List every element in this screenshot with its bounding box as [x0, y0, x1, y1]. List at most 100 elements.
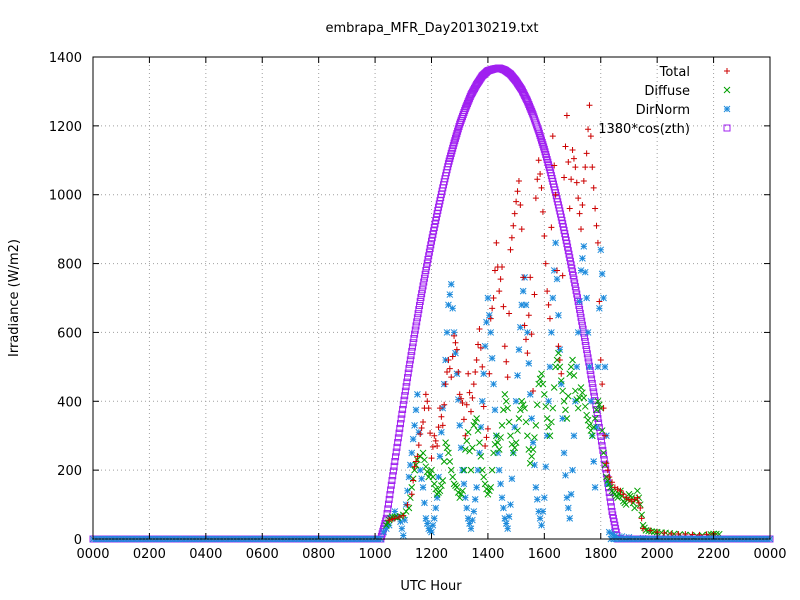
data-point	[578, 317, 586, 325]
data-point	[604, 467, 611, 474]
data-point	[531, 434, 538, 441]
data-point	[480, 370, 488, 378]
x-tick-label: 1000	[359, 547, 392, 562]
data-point	[467, 408, 474, 415]
data-point	[471, 496, 479, 503]
data-point	[488, 354, 496, 362]
data-point	[531, 461, 538, 469]
data-point	[508, 234, 515, 241]
data-point	[658, 529, 665, 536]
series-total	[386, 102, 717, 538]
data-point	[474, 466, 482, 474]
data-point	[524, 350, 531, 357]
data-point	[598, 442, 606, 450]
data-point	[539, 141, 547, 149]
data-point	[581, 403, 589, 410]
data-point	[401, 387, 409, 395]
data-point	[599, 381, 606, 388]
data-point	[504, 525, 512, 533]
data-point	[579, 325, 587, 333]
data-point	[453, 370, 461, 378]
data-point	[591, 484, 599, 491]
data-point	[559, 272, 566, 279]
data-point	[418, 286, 426, 294]
data-point	[580, 177, 587, 184]
data-point	[645, 527, 653, 535]
data-point	[424, 255, 432, 263]
data-point	[392, 448, 400, 456]
data-point	[601, 363, 609, 371]
data-point	[413, 314, 421, 322]
data-point	[520, 274, 527, 281]
data-point	[564, 243, 572, 251]
data-point	[422, 514, 430, 522]
data-point	[559, 415, 567, 422]
data-point	[514, 372, 521, 379]
data-point	[454, 125, 462, 133]
data-point	[598, 427, 606, 434]
data-point	[546, 363, 554, 371]
data-point	[536, 132, 544, 140]
data-point	[577, 384, 585, 391]
data-point	[380, 528, 387, 536]
data-point	[539, 508, 547, 515]
data-point	[578, 321, 586, 329]
data-point	[511, 444, 519, 452]
data-point	[415, 442, 422, 449]
data-point	[442, 381, 449, 388]
series-dirnorm	[380, 239, 717, 543]
data-point	[423, 263, 431, 271]
data-point	[506, 310, 513, 317]
data-point	[414, 453, 421, 460]
data-point	[526, 459, 534, 467]
data-point	[570, 275, 578, 283]
data-point	[453, 130, 461, 138]
data-point	[595, 401, 603, 409]
data-point	[586, 363, 593, 371]
data-point	[558, 370, 565, 377]
data-point	[456, 494, 464, 502]
data-point	[532, 195, 539, 202]
data-point	[423, 520, 431, 527]
data-point	[597, 246, 605, 254]
data-point	[424, 398, 431, 405]
data-point	[397, 512, 404, 520]
data-point	[429, 521, 437, 529]
data-point	[418, 290, 426, 298]
data-point	[560, 397, 568, 405]
data-point	[538, 138, 546, 146]
data-point	[588, 432, 596, 440]
data-point	[528, 331, 535, 338]
data-point	[507, 501, 514, 508]
data-point	[421, 270, 429, 278]
data-point	[422, 463, 430, 471]
data-point	[389, 467, 397, 475]
data-point	[607, 498, 615, 506]
data-point	[490, 380, 497, 388]
y-tick-label: 1200	[49, 120, 82, 135]
data-point	[501, 343, 508, 350]
data-point	[422, 266, 430, 274]
data-point	[570, 432, 578, 440]
data-point	[399, 405, 407, 413]
data-point	[514, 427, 521, 434]
data-point	[460, 466, 468, 474]
data-point	[453, 346, 460, 353]
data-point	[513, 198, 520, 205]
data-point	[540, 143, 548, 151]
data-point	[415, 306, 423, 314]
data-point	[535, 508, 543, 515]
data-point	[586, 422, 593, 429]
data-point	[581, 333, 589, 341]
data-point	[435, 473, 442, 481]
data-point	[459, 110, 467, 118]
data-point	[422, 391, 429, 398]
data-point	[501, 391, 509, 398]
data-point	[472, 369, 479, 376]
data-point	[588, 375, 596, 383]
data-point	[500, 504, 507, 512]
data-point	[557, 377, 565, 384]
data-point	[647, 527, 654, 534]
data-point	[484, 490, 492, 498]
data-point	[426, 245, 434, 253]
